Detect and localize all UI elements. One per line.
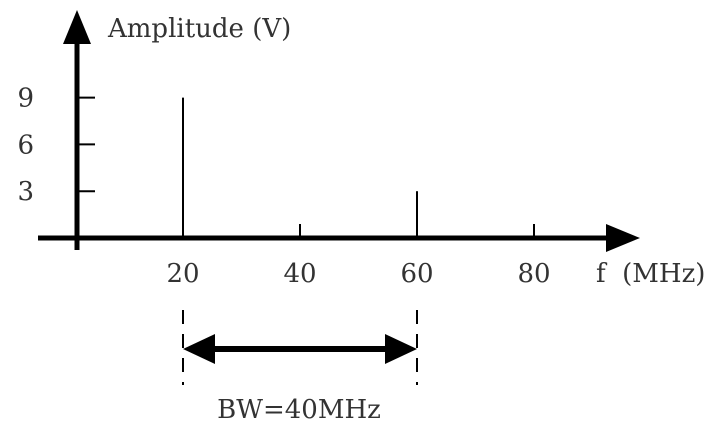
x-axis-label: f (MHz)	[596, 259, 705, 289]
x-tick-label: 40	[283, 259, 316, 289]
y-axis-label: Amplitude (V)	[107, 14, 291, 44]
y-axis-arrowhead	[63, 10, 91, 44]
bandwidth-arrowhead-left	[183, 334, 215, 364]
bandwidth-annotation	[182, 310, 418, 385]
bandwidth-label: BW=40MHz	[217, 395, 381, 422]
axes	[38, 10, 640, 252]
x-tick-label: 80	[517, 259, 550, 289]
x-axis-arrowhead	[606, 224, 640, 252]
y-tick-label: 9	[17, 84, 34, 114]
x-tick-label: 20	[166, 259, 199, 289]
y-tick-label: 3	[17, 177, 34, 207]
x-tick-label: 60	[400, 259, 433, 289]
ticks: 3 6 9 20 40 60 80	[17, 84, 550, 289]
y-tick-label: 6	[17, 130, 34, 160]
bandwidth-arrowhead-right	[385, 334, 417, 364]
spectral-lines	[182, 97, 418, 238]
